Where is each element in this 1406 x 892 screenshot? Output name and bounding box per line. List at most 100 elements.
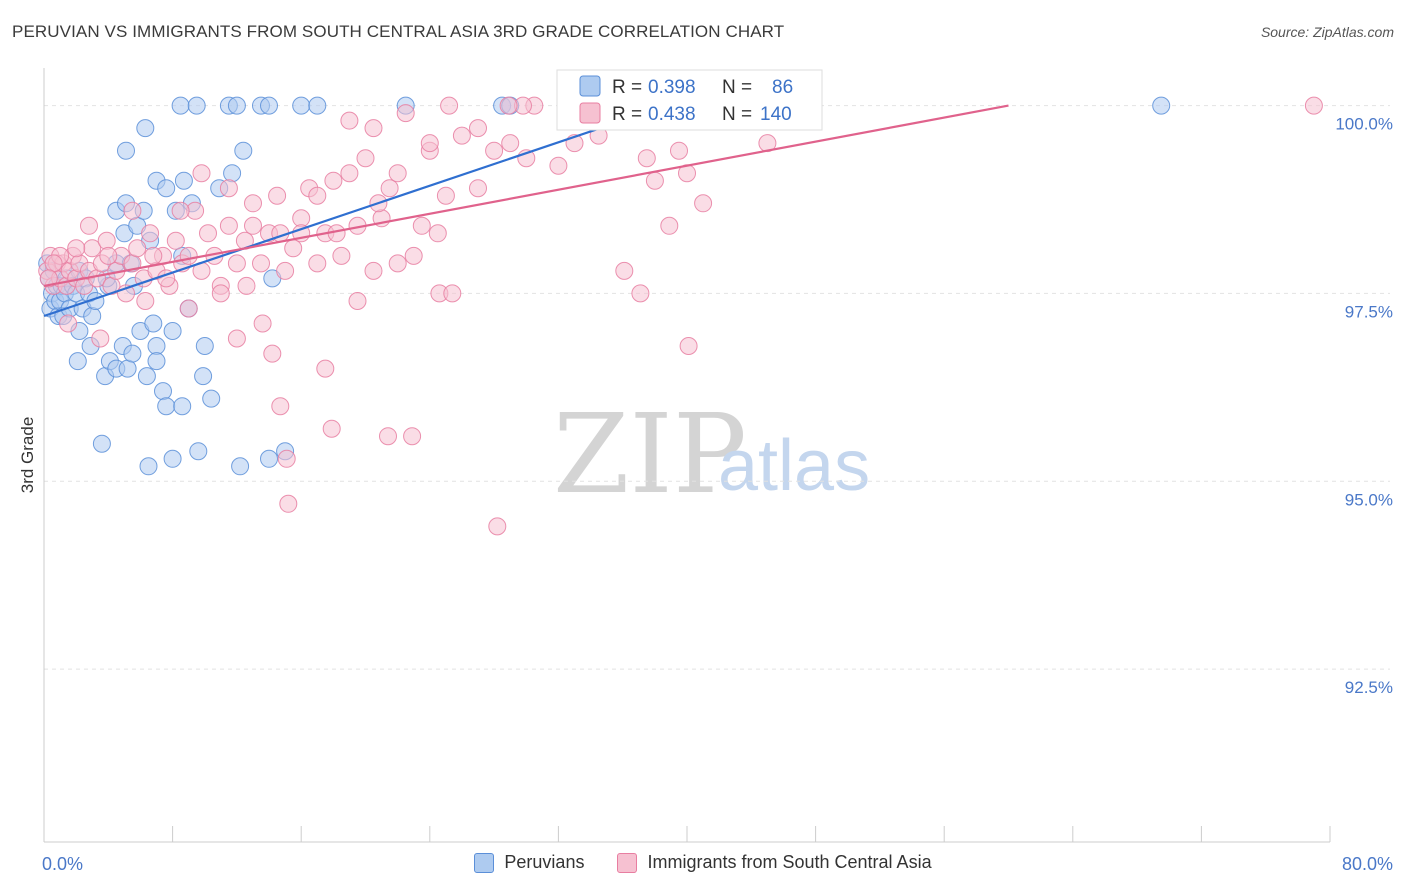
data-point: [83, 307, 102, 325]
data-point: [436, 186, 455, 205]
data-point: [469, 179, 487, 198]
data-point: [348, 292, 367, 310]
data-point: [1152, 96, 1171, 115]
data-point: [136, 292, 155, 310]
data-point: [231, 457, 250, 476]
data-point: [292, 209, 311, 228]
legend-box: [556, 69, 823, 131]
data-point: [694, 194, 713, 213]
data-point: [97, 231, 116, 250]
data-point: [179, 246, 198, 265]
legend-item-immigrants: Immigrants from South Central Asia: [617, 852, 932, 873]
data-point: [163, 322, 182, 340]
data-point: [440, 96, 459, 115]
data-point: [99, 246, 118, 265]
data-point: [147, 352, 166, 371]
data-point: [202, 389, 221, 408]
trend-line: [43, 104, 1009, 288]
data-point: [219, 179, 238, 198]
data-point: [199, 224, 217, 243]
legend-label-peruvians: Peruvians: [504, 852, 585, 872]
data-point: [263, 344, 282, 363]
data-point: [136, 119, 155, 138]
data-point: [91, 329, 110, 348]
data-point: [428, 224, 447, 243]
y-tick-labels: 100.0% 97.5% 95.0% 92.5%: [1335, 115, 1393, 698]
data-point: [163, 449, 182, 468]
data-point: [443, 284, 462, 303]
data-point: [660, 216, 679, 235]
legend-r-value: 0.438: [648, 104, 696, 125]
y-tick-label: 92.5%: [1345, 678, 1393, 697]
data-point: [189, 442, 208, 461]
source-credit: Source: ZipAtlas.com: [1260, 24, 1394, 40]
data-point: [68, 352, 87, 371]
legend-r-label: R =: [612, 104, 642, 125]
y-axis-label: 3rd Grade: [18, 417, 37, 494]
legend-swatch-peruvians: [579, 75, 601, 97]
data-point: [308, 186, 327, 205]
data-point: [403, 427, 422, 446]
data-point: [499, 96, 518, 115]
data-point: [452, 126, 471, 145]
data-point: [356, 149, 375, 168]
data-point: [271, 397, 290, 416]
data-point: [179, 299, 198, 318]
data-point: [332, 246, 351, 265]
data-point: [615, 261, 634, 280]
data-point: [379, 427, 397, 446]
data-point: [412, 216, 431, 235]
data-point: [488, 517, 507, 536]
series-legend: Peruvians Immigrants from South Central …: [0, 852, 1406, 878]
data-point: [679, 337, 698, 355]
trend-lines: [43, 104, 1009, 318]
data-point: [501, 134, 520, 153]
y-tick-label: 95.0%: [1345, 490, 1393, 509]
data-point: [324, 171, 343, 190]
data-point: [396, 104, 415, 123]
data-point: [276, 261, 295, 280]
watermark: ZIP atlas: [553, 390, 870, 518]
data-point: [340, 164, 359, 183]
data-point: [67, 239, 86, 258]
data-point: [141, 224, 160, 243]
data-point: [144, 246, 163, 265]
data-point: [308, 96, 327, 115]
data-point: [279, 494, 298, 513]
data-point: [174, 171, 193, 190]
data-point: [123, 344, 142, 363]
data-point: [211, 284, 230, 303]
data-point: [308, 254, 327, 273]
data-point: [195, 337, 214, 355]
data-point: [223, 164, 242, 183]
legend-n-label: N =: [722, 77, 752, 98]
y-tick-label: 100.0%: [1335, 115, 1393, 134]
data-point: [171, 201, 190, 220]
data-point: [277, 449, 296, 468]
data-point: [260, 96, 278, 115]
series-immigrants: [38, 96, 1323, 536]
data-point: [485, 141, 504, 160]
legend-r-label: R =: [612, 77, 642, 98]
x-tick-labels: 0.0% 80.0%: [42, 854, 1393, 874]
data-point: [284, 239, 303, 258]
trend-line: [43, 119, 624, 318]
data-point: [268, 186, 287, 205]
grid: [44, 105, 1390, 670]
data-point: [292, 96, 311, 115]
data-point: [117, 141, 135, 160]
data-point: [157, 397, 176, 416]
data-point: [469, 119, 487, 138]
data-point: [139, 457, 158, 476]
legend-swatch-immigrants: [617, 852, 638, 873]
data-point: [173, 397, 192, 416]
data-point: [244, 216, 262, 235]
data-point: [157, 179, 176, 198]
data-point: [549, 156, 568, 175]
data-point: [118, 359, 137, 378]
series-peruvians: [38, 96, 1171, 476]
data-point: [252, 254, 270, 273]
data-point: [219, 216, 238, 235]
axes: [43, 68, 1331, 843]
data-point: [404, 246, 423, 265]
